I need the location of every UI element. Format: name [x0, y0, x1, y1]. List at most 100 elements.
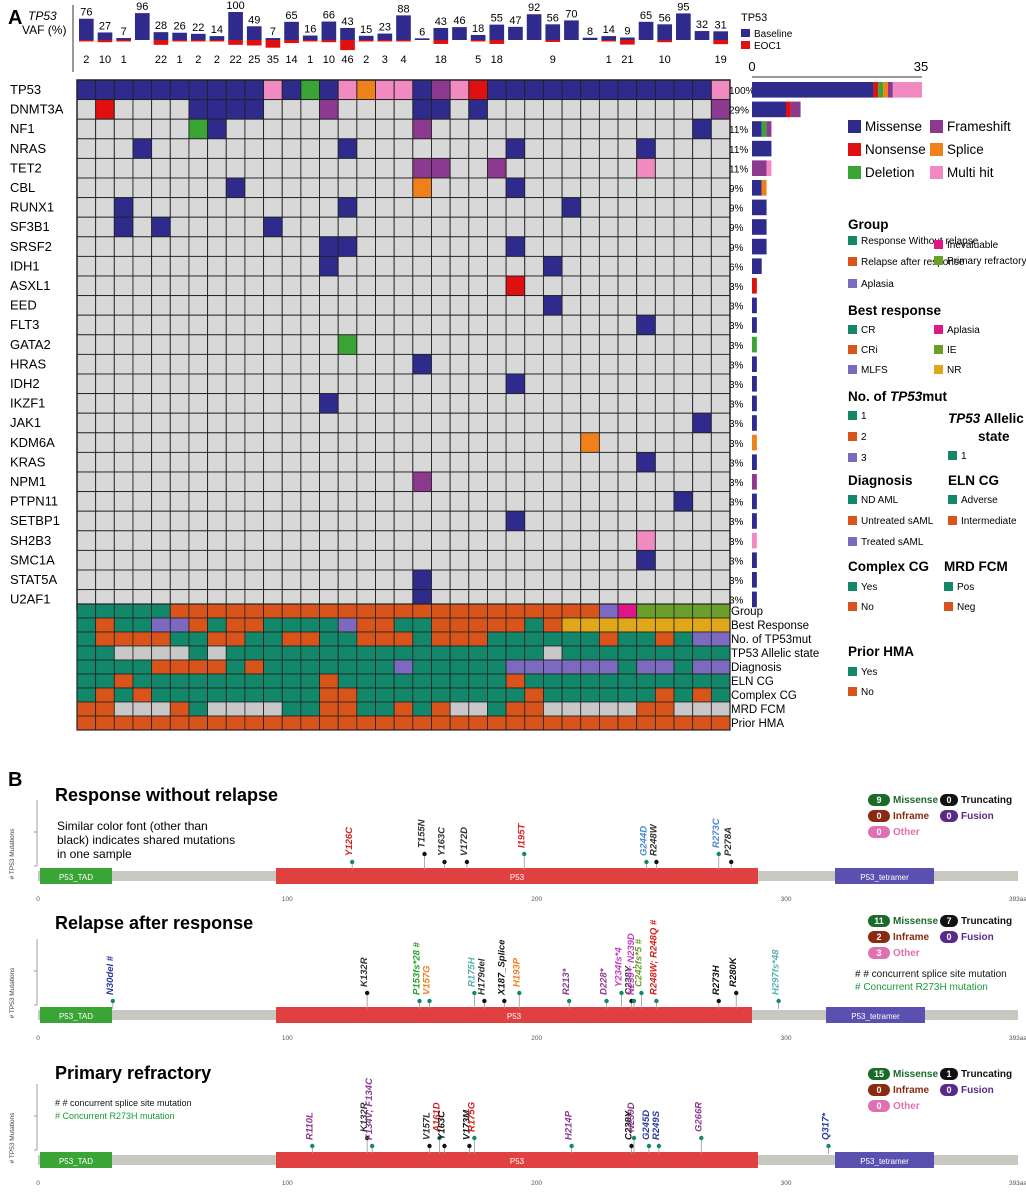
matrix-cell	[598, 118, 619, 140]
matrix-cell	[393, 471, 414, 493]
matrix-cell	[319, 373, 339, 395]
clinical-cell	[281, 603, 302, 619]
matrix-cell	[449, 216, 470, 238]
clinical-cell	[654, 645, 675, 661]
matrix-cell	[580, 491, 600, 512]
clinical-cell	[76, 659, 97, 675]
gene-label: TET2	[10, 160, 42, 175]
baseline-vaf-label: 65	[640, 10, 652, 22]
clinical-cell	[431, 659, 451, 675]
matrix-cell	[169, 295, 190, 316]
matrix-cell	[580, 412, 600, 434]
matrix-cell	[244, 549, 265, 571]
matrix-cell	[281, 569, 302, 591]
eoc1-vaf-bar	[302, 40, 318, 42]
matrix-cell	[580, 177, 600, 199]
mutation-label: R280K	[728, 956, 739, 987]
matrix-cell	[561, 549, 582, 571]
matrix-cell	[76, 334, 97, 355]
matrix-cell	[449, 373, 470, 395]
domain-1	[276, 868, 758, 884]
matrix-cell	[300, 471, 320, 493]
clinical-cell	[673, 715, 694, 731]
matrix-cell	[76, 569, 97, 591]
percent-label: 11%	[729, 125, 748, 136]
matrix-cell	[132, 432, 153, 453]
clinical-cell	[375, 645, 395, 661]
lollipop-head	[442, 859, 447, 865]
matrix-cell	[244, 353, 265, 375]
clinical-cell	[263, 687, 283, 703]
matrix-cell	[654, 569, 675, 591]
legend_group-swatch	[934, 240, 943, 249]
matrix-cell	[524, 373, 544, 395]
clinical-cell	[375, 715, 395, 731]
count-label-truncating: Truncating	[961, 1069, 1012, 1080]
baseline-vaf-label: 76	[80, 7, 92, 19]
matrix-cell	[393, 79, 414, 101]
mutation-label: V157G	[422, 965, 433, 995]
baseline-vaf-label: 8	[587, 26, 593, 38]
matrix-cell	[151, 236, 171, 257]
clinical-cell	[76, 687, 97, 703]
matrix-cell	[673, 314, 694, 336]
legend_diag-item: ND AML	[861, 495, 899, 506]
clinical-border	[76, 603, 731, 731]
legend-swatch-nonsense	[848, 143, 861, 156]
matrix-cell	[393, 373, 414, 395]
count-label-inframe: Inframe	[893, 811, 930, 822]
matrix-cell	[132, 177, 153, 199]
matrix-cell	[487, 275, 507, 297]
baseline-vaf-bar	[190, 33, 206, 40]
matrix-cell	[524, 177, 544, 199]
matrix-cell	[113, 314, 134, 336]
matrix-cell	[580, 432, 600, 453]
matrix-cell	[151, 197, 171, 218]
clinical-cell	[263, 645, 283, 661]
clinical-cell	[95, 631, 115, 647]
matrix-cell	[244, 334, 265, 355]
matrix-cell	[505, 138, 526, 159]
matrix-cell	[76, 314, 97, 336]
matrix-cell	[151, 216, 171, 238]
matrix-cell	[468, 118, 488, 140]
matrix-cell	[132, 236, 153, 257]
matrix-cell	[207, 334, 227, 355]
mutation-label: F134V; F134C	[364, 1078, 375, 1140]
matrix-cell	[617, 510, 638, 532]
matrix-cell	[151, 353, 171, 375]
baseline-vaf-label: 22	[192, 22, 204, 34]
matrix-cell	[263, 99, 283, 120]
legend_best-item: Aplasia	[947, 325, 980, 336]
matrix-cell	[281, 216, 302, 238]
matrix-cell	[524, 216, 544, 238]
matrix-cell	[95, 177, 115, 199]
matrix-cell	[468, 275, 488, 297]
matrix-cell	[561, 197, 582, 218]
clinical-cell	[281, 645, 302, 661]
matrix-cell	[76, 275, 97, 297]
percent-label: 9%	[729, 223, 744, 234]
baseline-vaf-bar	[265, 38, 281, 40]
clinical-cell	[356, 673, 376, 689]
eoc1-vaf-label: 35	[267, 54, 279, 66]
baseline-vaf-bar	[284, 21, 299, 40]
matrix-cell	[524, 353, 544, 375]
matrix-cell	[542, 569, 563, 591]
gene-label: U2AF1	[10, 592, 50, 607]
clinical-cell	[356, 645, 376, 661]
section-note: # # concurrent splice site mutation	[55, 1098, 192, 1108]
clinical-cell	[207, 631, 227, 647]
clinical-cell	[543, 645, 563, 661]
gene-label: IDH2	[10, 376, 40, 391]
lollipop-head	[644, 859, 649, 865]
domain-0	[40, 1007, 112, 1023]
count-bar-missense	[752, 395, 757, 412]
eoc1-vaf-label: 2	[83, 54, 89, 66]
matrix-cell	[281, 255, 302, 277]
matrix-cell	[692, 412, 712, 434]
matrix-cell	[524, 118, 544, 140]
percent-label: 6%	[729, 262, 744, 273]
domain-label: P53_tetramer	[860, 1157, 909, 1166]
matrix-cell	[692, 471, 712, 493]
